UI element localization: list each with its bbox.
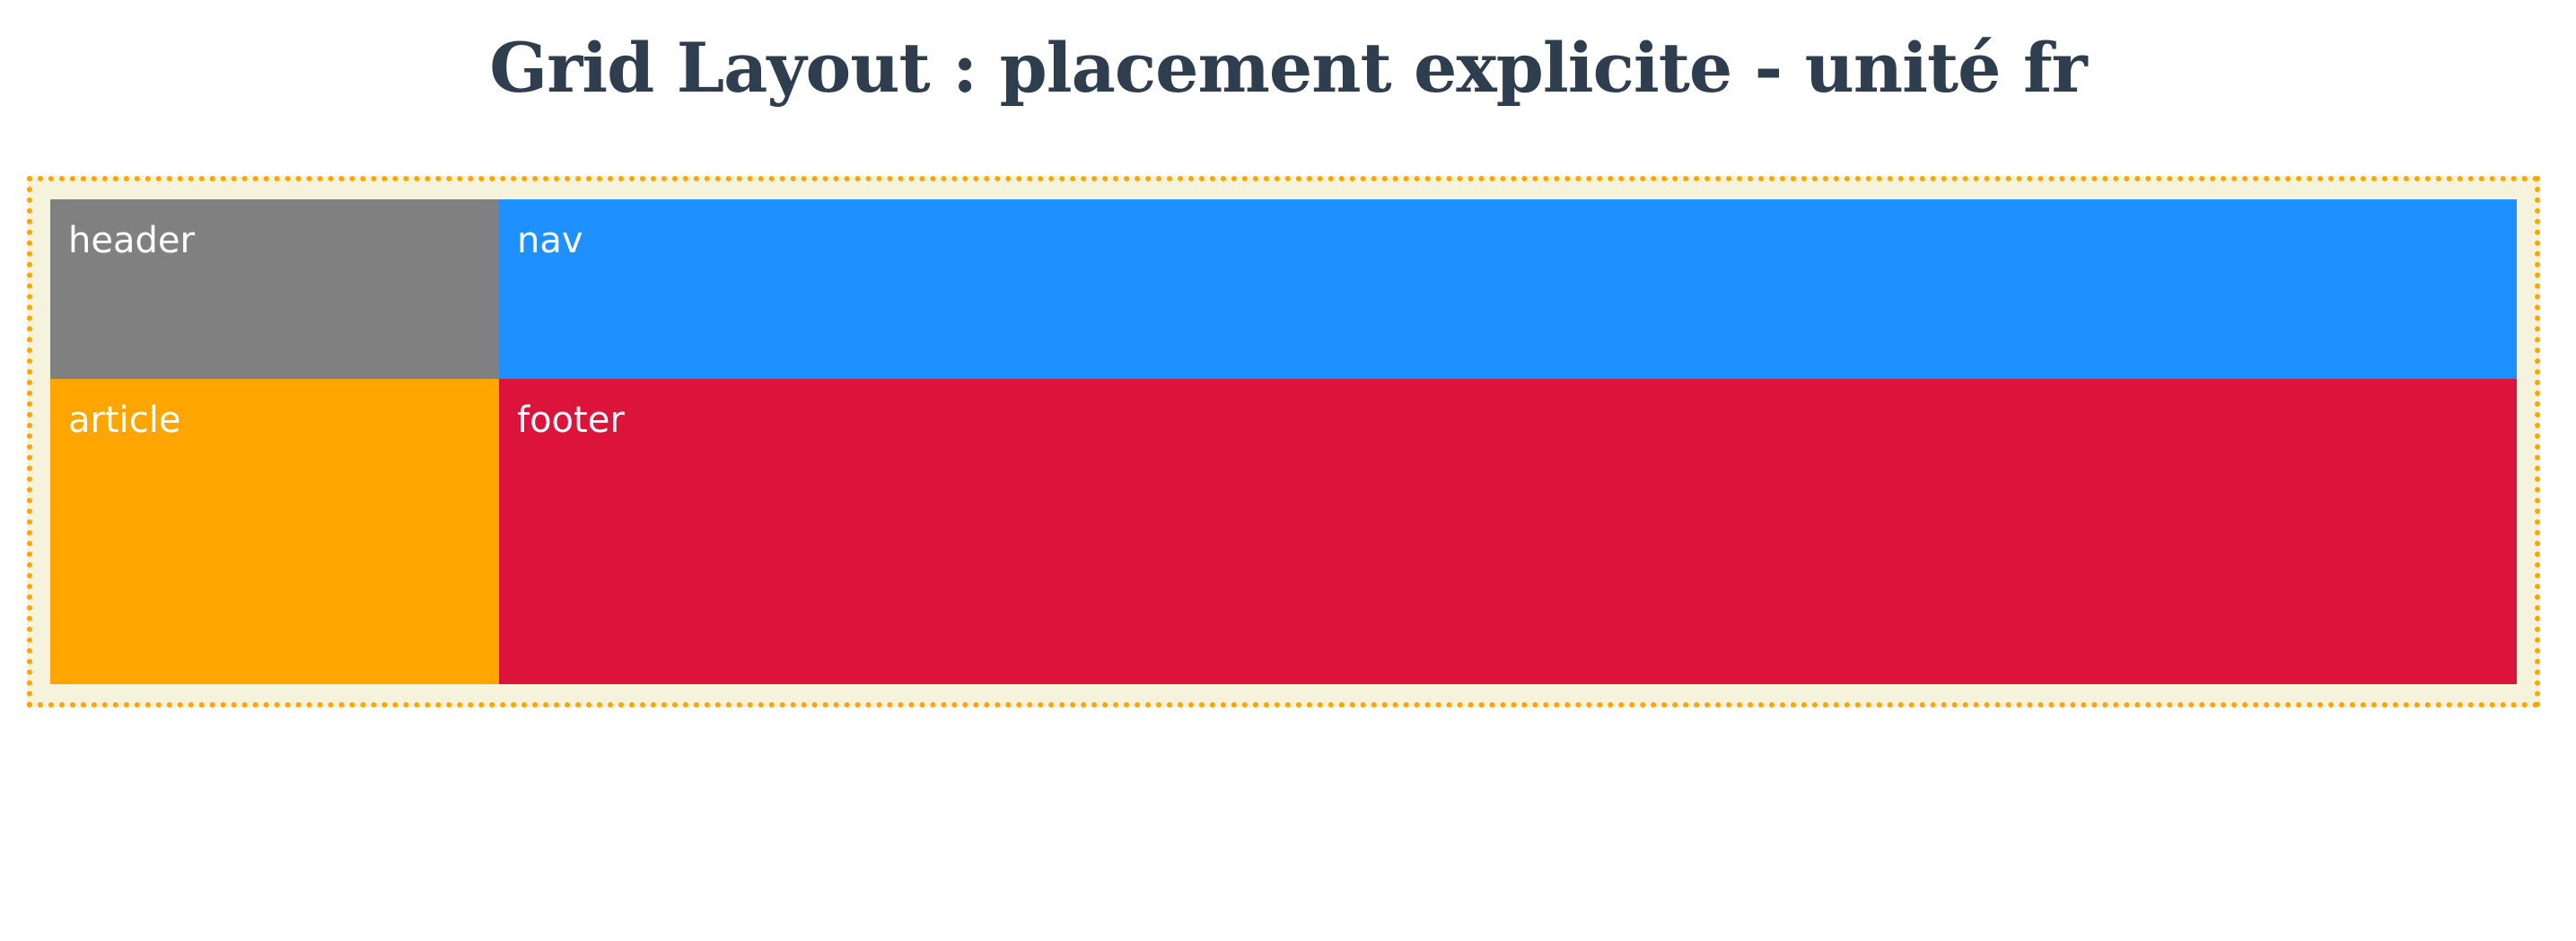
- page-title: Grid Layout : placement explicite - unit…: [489, 28, 2087, 108]
- grid-container: header nav article footer: [27, 176, 2540, 708]
- grid-item-nav: nav: [499, 199, 2517, 379]
- grid-item-header: header: [50, 199, 499, 379]
- grid-item-footer: footer: [499, 379, 2517, 684]
- grid-item-article: article: [50, 379, 499, 684]
